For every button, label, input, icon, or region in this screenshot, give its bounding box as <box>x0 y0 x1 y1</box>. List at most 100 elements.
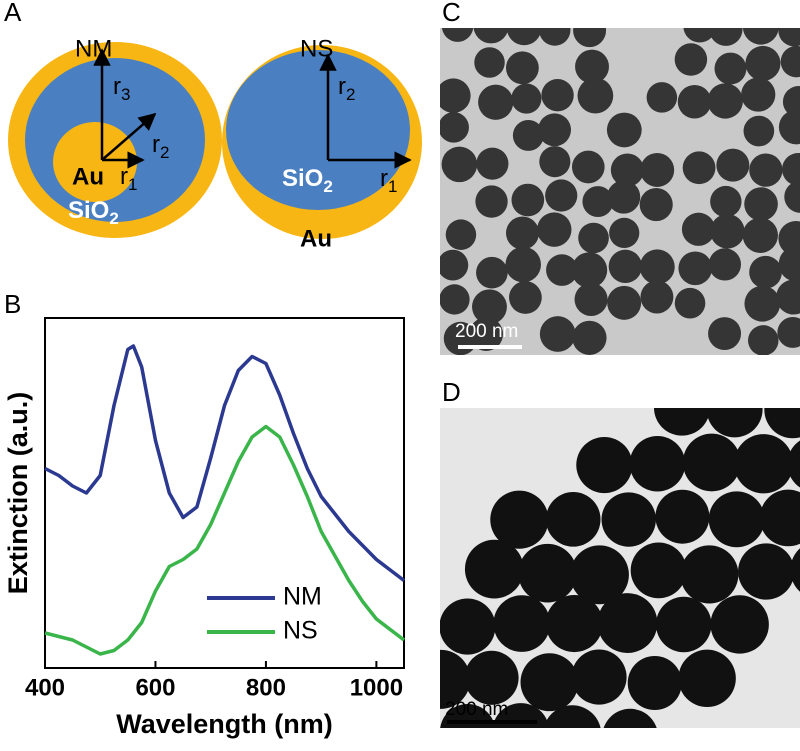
particle <box>464 650 519 705</box>
particle <box>505 51 539 85</box>
label: r1 <box>120 163 137 194</box>
particle <box>655 489 710 544</box>
particle <box>674 287 706 319</box>
particle <box>656 596 712 653</box>
particle <box>709 28 743 46</box>
particle <box>674 43 708 76</box>
particle <box>743 115 775 147</box>
particle <box>597 593 658 653</box>
label: NS <box>300 35 333 62</box>
micrograph <box>440 28 800 355</box>
particle <box>575 49 609 84</box>
particle <box>782 86 800 118</box>
scale-label: 200 nm <box>445 699 508 720</box>
x-tick-label: 1000 <box>350 674 403 701</box>
particle <box>440 284 470 315</box>
particle <box>707 83 743 119</box>
particle <box>476 147 509 180</box>
particle <box>627 655 682 711</box>
y-axis-label: Extinction (a.u.) <box>3 392 33 595</box>
particle <box>706 408 763 438</box>
panel-label: B <box>4 289 21 319</box>
particle <box>607 180 641 214</box>
particle <box>787 440 800 488</box>
particle <box>682 433 741 492</box>
particle <box>537 212 572 247</box>
particle <box>545 179 578 212</box>
particle <box>778 109 800 145</box>
label: r2 <box>152 131 169 162</box>
particle <box>744 285 781 322</box>
particle <box>640 280 674 314</box>
series-line <box>44 424 406 656</box>
particle <box>570 545 629 605</box>
particle <box>653 408 710 436</box>
particle <box>440 649 471 709</box>
label: r3 <box>113 73 130 104</box>
particle <box>582 186 614 218</box>
label: Au <box>300 225 332 252</box>
particle <box>474 47 505 78</box>
particle <box>541 78 574 112</box>
particle <box>538 113 571 147</box>
particle <box>678 251 713 286</box>
particle <box>603 708 657 728</box>
particle <box>749 255 782 289</box>
particle <box>490 490 549 549</box>
label: NM <box>75 35 112 62</box>
particle <box>748 325 779 355</box>
particle <box>678 649 736 708</box>
particle <box>441 146 478 183</box>
particle <box>577 77 614 114</box>
particle <box>572 320 607 355</box>
particle <box>778 28 800 47</box>
x-tick-label: 600 <box>135 674 175 701</box>
legend-label: NM <box>283 583 322 611</box>
particle <box>646 82 678 113</box>
particle <box>733 434 794 494</box>
particle <box>518 543 577 603</box>
particle <box>440 78 471 113</box>
particle <box>780 45 800 78</box>
particle <box>571 252 608 288</box>
particle <box>742 217 778 253</box>
particle <box>578 222 609 254</box>
legend-label: NS <box>283 617 318 645</box>
particle <box>710 185 742 218</box>
series-line <box>44 344 406 582</box>
particle <box>764 408 800 439</box>
x-tick-label: 400 <box>25 674 65 701</box>
particle <box>445 219 477 250</box>
particle <box>473 28 509 44</box>
particle <box>677 84 712 119</box>
particle <box>741 77 776 112</box>
particle <box>745 45 781 81</box>
particle <box>493 595 551 652</box>
chart: 400 600 800 1000 Wavelength (nm) Extinction (… <box>3 317 406 739</box>
particle <box>576 436 633 494</box>
particle <box>509 281 542 314</box>
particle <box>505 246 541 283</box>
particle <box>742 28 779 45</box>
particle <box>505 216 540 250</box>
particle <box>640 153 675 187</box>
particle <box>610 153 644 187</box>
particle <box>464 539 524 599</box>
plot-frame <box>44 317 405 669</box>
particle <box>512 119 544 151</box>
particle <box>639 249 675 285</box>
particle <box>539 28 571 46</box>
particle <box>708 248 742 281</box>
label: r2 <box>338 73 355 104</box>
particle <box>571 649 627 705</box>
particle <box>777 317 800 348</box>
particle <box>749 153 783 187</box>
particle <box>606 112 642 148</box>
label: SiO2 <box>68 197 119 228</box>
particle <box>790 548 800 592</box>
particle <box>546 254 578 286</box>
particle <box>545 492 601 547</box>
particle <box>759 489 800 547</box>
particle <box>784 180 800 213</box>
